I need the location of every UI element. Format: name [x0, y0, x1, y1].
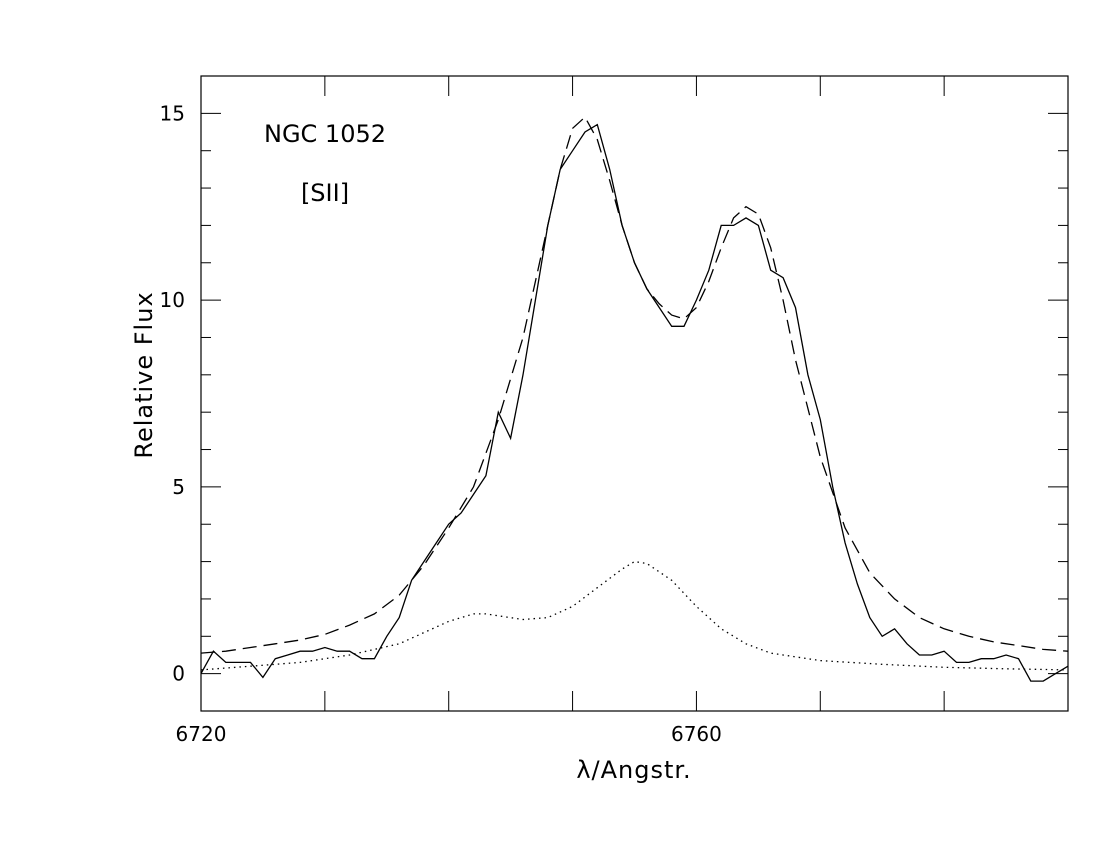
y-tick-label: 10: [160, 288, 185, 312]
series-line: [200, 123, 1069, 682]
series-line: [200, 560, 1069, 671]
x-axis-label: λ/Angstr.: [576, 756, 691, 784]
annotation: [SII]: [301, 179, 349, 207]
y-tick-label: 15: [160, 101, 185, 125]
y-axis-label: Relative Flux: [130, 291, 158, 458]
y-tick-label: 0: [172, 662, 185, 686]
plot-frame: [200, 75, 1069, 712]
series-line: [200, 116, 1069, 654]
x-tick-label: 6720: [176, 722, 227, 746]
x-tick-label: 6760: [671, 722, 722, 746]
y-tick-label: 5: [172, 475, 185, 499]
annotation: NGC 1052: [264, 120, 386, 148]
